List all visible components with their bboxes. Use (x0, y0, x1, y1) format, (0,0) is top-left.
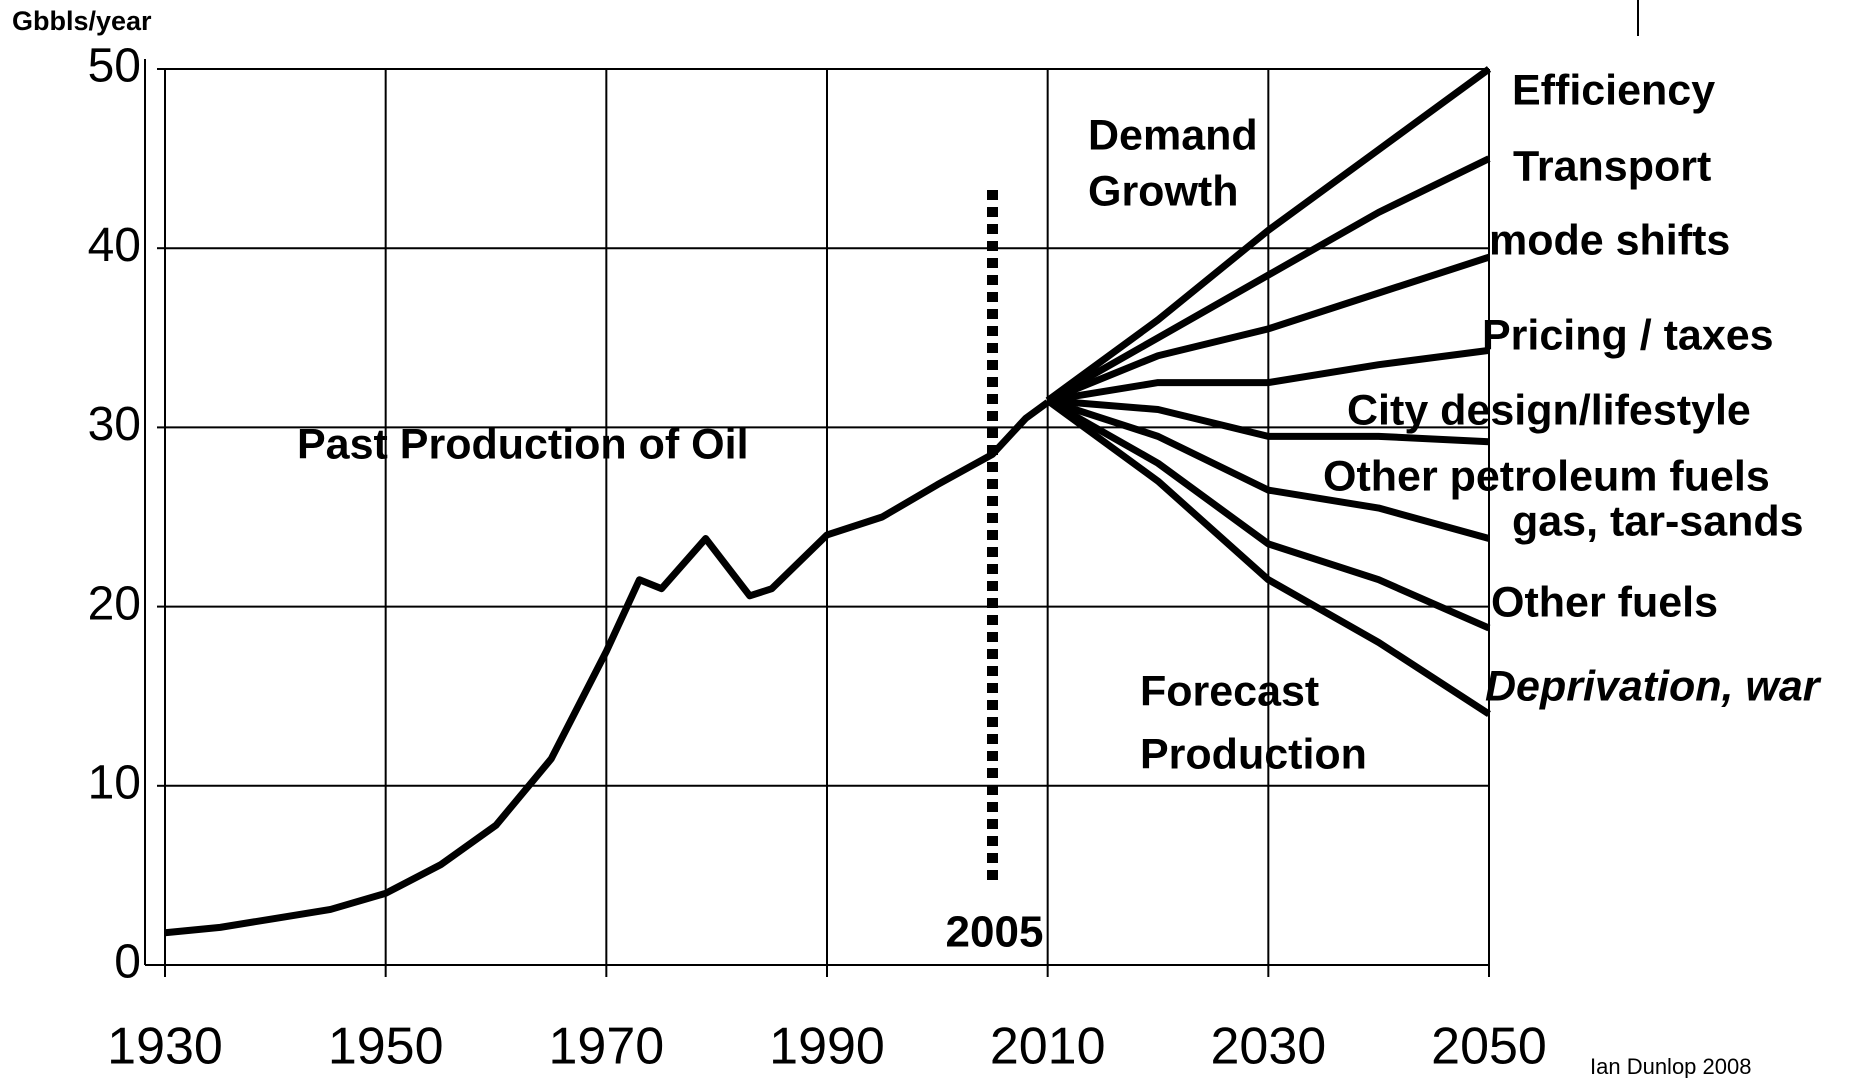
series-label: Transport (1513, 142, 1711, 190)
forecast-line (1047, 397, 1490, 446)
forecast-line (1046, 397, 1490, 542)
series-label: Efficiency (1512, 66, 1715, 114)
x-tick-label: 1950 (328, 1018, 444, 1076)
series-label: gas, tar-sands (1512, 497, 1804, 545)
series-label: Deprivation, war (1485, 662, 1822, 710)
past-line (164, 399, 1050, 937)
series-label: mode shifts (1489, 216, 1730, 264)
reference-label: 2005 (946, 908, 1044, 957)
y-tick-label: 10 (88, 756, 141, 809)
credit: Ian Dunlop 2008 (1590, 1054, 1751, 1078)
y-tick-label: 30 (88, 398, 141, 451)
series-label: Other petroleum fuels (1323, 452, 1770, 500)
annotation: Demand (1088, 111, 1258, 159)
y-tick-label: 50 (88, 40, 141, 93)
x-tick-label: 2030 (1210, 1018, 1326, 1076)
forecast-line (1045, 397, 1491, 718)
x-tick-label: 1930 (107, 1018, 223, 1076)
y-tick-label: 0 (114, 936, 141, 989)
y-tick-label: 40 (88, 219, 141, 272)
forecast-line (1046, 253, 1491, 404)
forecast-line (1045, 397, 1491, 632)
x-tick-label: 2050 (1431, 1018, 1547, 1076)
annotation: Forecast (1140, 667, 1319, 715)
series-label: Pricing / taxes (1482, 311, 1774, 359)
forecast-line (1047, 346, 1490, 404)
series-label: Other fuels (1491, 578, 1718, 626)
series-label: City design/lifestyle (1347, 386, 1751, 434)
x-tick-label: 1990 (769, 1018, 885, 1076)
y-tick-label: 20 (88, 577, 141, 630)
annotation: Growth (1088, 167, 1238, 215)
x-tick-label: 1970 (548, 1018, 664, 1076)
forecast-line (1045, 66, 1492, 404)
forecast-line (1045, 155, 1491, 404)
annotation: Production (1140, 730, 1367, 778)
x-tick-label: 2010 (990, 1018, 1106, 1076)
y-axis-label: Gbbls/year (12, 6, 152, 36)
